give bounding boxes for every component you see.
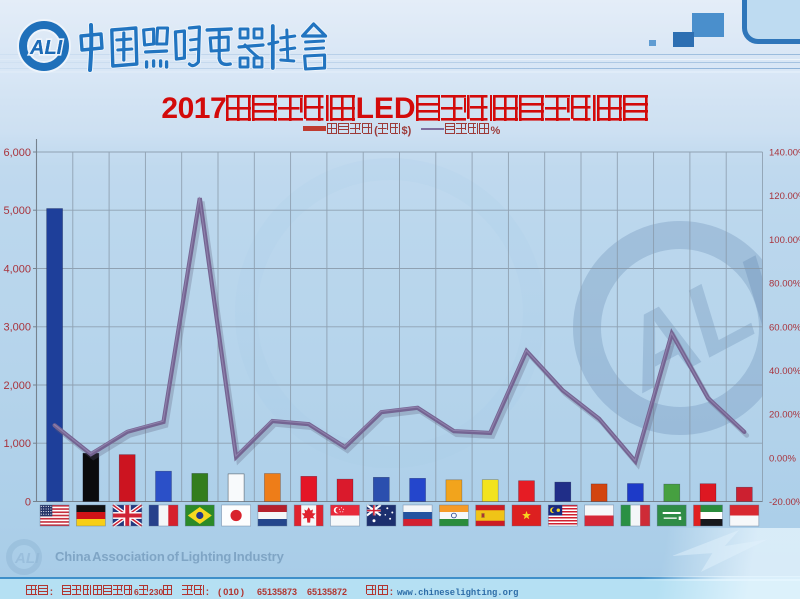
svg-text:40.00%: 40.00% (769, 366, 800, 377)
svg-text:80.00%: 80.00% (769, 279, 800, 290)
svg-text:60.00%: 60.00% (769, 322, 800, 333)
svg-text:4,000: 4,000 (3, 263, 31, 275)
svg-text:1,000: 1,000 (3, 438, 31, 450)
svg-text:ALI: ALI (29, 37, 63, 59)
svg-text:ALI: ALI (14, 550, 40, 567)
svg-text:120.00%: 120.00% (769, 191, 800, 202)
svg-text:0.00%: 0.00% (769, 453, 796, 464)
svg-text:20.00%: 20.00% (769, 410, 800, 421)
svg-text:ALI: ALI (29, 37, 63, 59)
svg-text:-20.00%: -20.00% (769, 497, 800, 508)
svg-text:6,000: 6,000 (3, 147, 31, 159)
svg-text:0: 0 (25, 496, 31, 508)
svg-text:3,000: 3,000 (3, 322, 31, 334)
svg-text:140.00%: 140.00% (769, 148, 800, 159)
svg-text:2,000: 2,000 (3, 380, 31, 392)
svg-text:5,000: 5,000 (3, 205, 31, 217)
svg-text:100.00%: 100.00% (769, 235, 800, 246)
